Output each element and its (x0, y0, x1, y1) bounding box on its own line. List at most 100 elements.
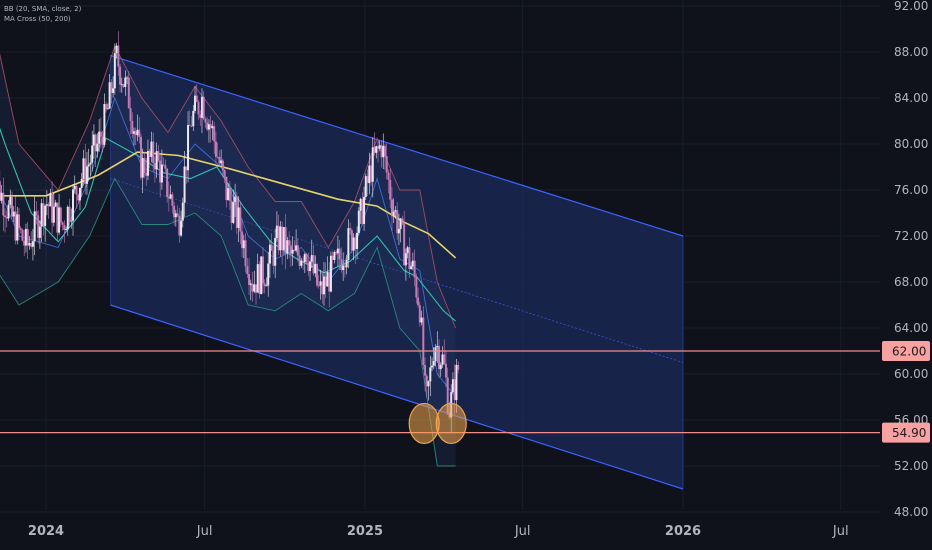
candle-body (45, 204, 48, 206)
candle-body (246, 266, 249, 275)
candle-body (40, 203, 43, 227)
candle-body (244, 240, 247, 267)
candle-body (213, 126, 216, 142)
candle-body (457, 364, 460, 370)
candle-body (202, 96, 205, 119)
candle-body (0, 192, 3, 201)
candle-body (234, 196, 237, 203)
candle-body (4, 215, 7, 217)
candle-body (17, 214, 20, 229)
candle-body (159, 160, 162, 183)
candle-body (443, 354, 446, 364)
highlight-circle[interactable] (408, 402, 440, 445)
x-tick-label: Jul (196, 524, 213, 539)
candle-body (383, 145, 386, 157)
candle-body (404, 253, 407, 266)
candle-body (312, 255, 315, 274)
bb-lower-line[interactable] (0, 177, 456, 467)
channel-lower-line[interactable] (110, 304, 684, 490)
candle-body (277, 225, 280, 251)
candle-body (331, 255, 334, 260)
legend-bb[interactable]: BB (20, SMA, close, 2) (4, 5, 82, 13)
candle-body (432, 361, 435, 366)
candle-body (310, 255, 313, 262)
candle-body (272, 250, 275, 266)
candle-body (21, 229, 24, 241)
candle-body (47, 204, 50, 207)
candle-body (171, 194, 174, 206)
candle-body (68, 206, 71, 222)
price-level-label: 62.00 (892, 345, 926, 359)
candle-body (357, 210, 360, 233)
candle-body (78, 187, 81, 201)
ma50-line[interactable] (0, 98, 456, 322)
bb-band-fill (0, 46, 456, 466)
candle-body (363, 196, 366, 224)
candle-body (417, 297, 420, 306)
candle-body (54, 202, 57, 207)
candle-body (439, 364, 442, 370)
candle-body (131, 120, 134, 134)
candle-body (408, 247, 411, 270)
candle-body (305, 254, 308, 263)
candle-body (241, 231, 244, 249)
channel-upper-line[interactable] (110, 54, 684, 237)
candle-body (209, 124, 212, 129)
candle-body (300, 260, 303, 266)
candle-body (63, 224, 66, 231)
candle-body (255, 284, 258, 293)
candle-body (444, 363, 447, 378)
x-tick-label: 2025 (347, 524, 383, 539)
candle-body (356, 232, 359, 249)
candle-body (418, 305, 421, 323)
candle-body (199, 114, 202, 118)
candle-body (340, 259, 343, 271)
candle-body (438, 345, 441, 370)
candle-body (82, 158, 85, 179)
highlight-circle[interactable] (435, 402, 467, 445)
candle-body (96, 143, 99, 152)
candle-body (120, 84, 123, 85)
candle-body (84, 158, 87, 184)
candle-body (281, 226, 284, 250)
candle-body (223, 170, 226, 177)
candle-body (422, 317, 425, 366)
candle-body (441, 354, 444, 365)
candles (0, 31, 460, 433)
ma200-line[interactable] (0, 151, 457, 259)
candle-body (282, 227, 285, 250)
bb-upper-line[interactable] (0, 6, 457, 329)
candle-body (23, 240, 26, 246)
candle-body (181, 202, 184, 221)
candle-body (94, 134, 97, 152)
candle-body (307, 262, 310, 272)
candle-body (446, 377, 449, 413)
candle-body (129, 108, 132, 121)
candle-body (65, 229, 68, 231)
candle-body (87, 164, 90, 167)
y-tick-label: 88.00 (894, 45, 928, 59)
candle-body (288, 240, 291, 246)
candle-body (2, 192, 5, 216)
candle-body (267, 263, 270, 286)
candle-body (345, 259, 348, 268)
candle-body (251, 283, 254, 292)
candle-body (338, 248, 341, 260)
candle-body (333, 252, 336, 260)
candle-body (143, 157, 146, 173)
candle-body (49, 192, 52, 207)
legend-ma-cross[interactable]: MA Cross (50, 200) (4, 15, 71, 23)
candle-body (80, 178, 83, 188)
candle-body (173, 205, 176, 218)
candle-body (26, 229, 29, 246)
candle-body (146, 150, 149, 176)
candle-body (169, 194, 172, 199)
highlight-circles (408, 402, 467, 445)
candle-body (56, 202, 59, 233)
candle-body (220, 160, 223, 164)
candle-body (35, 211, 38, 216)
candle-body (295, 245, 298, 251)
y-tick-label: 64.00 (894, 321, 928, 335)
candle-body (150, 141, 153, 157)
